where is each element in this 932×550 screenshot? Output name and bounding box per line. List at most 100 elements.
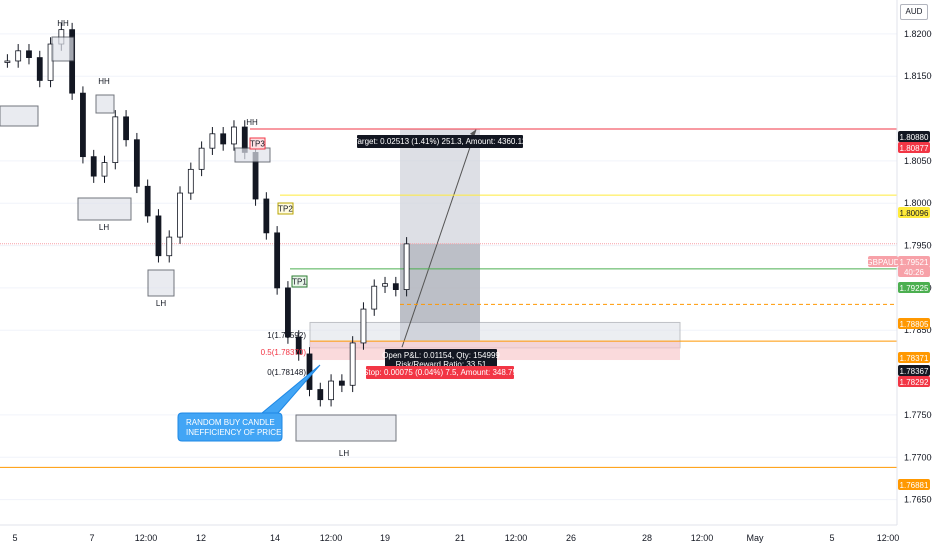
candle-body xyxy=(231,126,237,145)
stop-info-text: Stop: 0.00075 (0.04%) 7.5, Amount: 348.7… xyxy=(363,368,517,377)
price-tick-label: 1.82000 xyxy=(904,29,932,39)
target-badge-label: TP2 xyxy=(278,205,293,214)
time-tick-label: 12:00 xyxy=(691,533,714,543)
candle-body xyxy=(101,162,108,177)
structure-box xyxy=(95,94,115,114)
candle-body xyxy=(295,336,302,355)
structure-label: HH xyxy=(57,19,69,28)
candle-body xyxy=(285,287,291,338)
position-zones xyxy=(309,128,681,361)
fib-level-label: 0.5(1.78370) xyxy=(261,348,307,357)
target-info-box xyxy=(357,135,523,148)
structure-label: HH xyxy=(246,118,258,127)
price-badge-label: 1.80877 xyxy=(900,144,929,153)
candle-body xyxy=(112,116,119,163)
target-badge xyxy=(249,137,266,150)
price-badge xyxy=(898,318,930,329)
candle-body xyxy=(4,60,11,63)
risk-reward-text: Risk/Reward Ratio: 33.51 xyxy=(396,360,487,369)
target-info-text: Target: 0.02513 (1.41%) 251.3, Amount: 4… xyxy=(353,137,527,146)
callout-line-2: INEFFICIENCY OF PRICE xyxy=(186,428,281,437)
price-badge-label: 1.78371 xyxy=(900,354,929,363)
candle-body xyxy=(15,50,22,62)
structure-box xyxy=(147,269,175,297)
candle-body xyxy=(382,283,388,287)
price-badge-label: 1.80096 xyxy=(900,209,929,218)
price-badge xyxy=(868,256,898,267)
candle-body xyxy=(80,92,86,158)
structure-box xyxy=(51,36,75,62)
price-tick-label: 1.77500 xyxy=(904,410,932,420)
time-tick-label: 21 xyxy=(455,533,465,543)
price-candles xyxy=(4,22,410,407)
price-badge xyxy=(898,142,930,153)
candle-body xyxy=(133,139,140,187)
candle-body xyxy=(166,236,173,257)
price-tick-label: 1.80000 xyxy=(904,198,932,208)
price-badge xyxy=(898,365,930,376)
candle-body xyxy=(123,116,129,141)
price-tick-label: 1.78500 xyxy=(904,325,932,335)
time-axis[interactable]: 5 7 12:00 12 14 12:00 19 21 12:00 26 28 12:00 May 5 12… xyxy=(0,524,900,543)
price-tick-label: 1.80500 xyxy=(904,156,932,166)
time-tick-label: 28 xyxy=(642,533,652,543)
candle-body xyxy=(220,133,227,145)
price-badge xyxy=(898,376,930,387)
target-badge-label: TP1 xyxy=(292,278,307,287)
price-badge xyxy=(898,256,930,267)
price-badge-label: 1.76881 xyxy=(900,481,929,490)
time-tick-label: 12:00 xyxy=(320,533,343,543)
candle-body xyxy=(360,308,367,344)
candle-body xyxy=(338,380,345,386)
stop-info-box xyxy=(366,366,514,379)
open-pnl-text: Open P&L: 0.01154, Qty: 154999 xyxy=(382,351,500,360)
candle-body xyxy=(47,43,54,81)
fib-level-label: 0(1.78148) xyxy=(267,368,306,377)
price-tick-label: 1.79500 xyxy=(904,241,932,251)
candle-body xyxy=(26,50,32,58)
candle-body xyxy=(349,342,356,386)
price-axis[interactable]: 1.820001.815001.805001.800001.795001.790… xyxy=(866,0,932,550)
time-tick-label: 12:00 xyxy=(877,533,900,543)
callout-line-1: RANDOM BUY CANDLE xyxy=(186,418,275,427)
price-tick-label: 1.76500 xyxy=(904,495,932,505)
price-badge xyxy=(898,266,930,277)
structure-label: LH xyxy=(156,299,166,308)
price-badge-label: 1.78367 xyxy=(900,367,929,376)
candle-body xyxy=(328,380,334,401)
structure-label: HH xyxy=(98,77,110,86)
currency-badge[interactable]: AUD xyxy=(900,4,928,20)
price-badge-label: 40:26 xyxy=(904,268,925,277)
candle-body xyxy=(198,147,205,170)
fib-level-label: 1(1.78592) xyxy=(267,331,306,340)
candle-body xyxy=(263,198,270,234)
candle-body xyxy=(274,232,281,289)
candle-body xyxy=(90,156,97,177)
price-badge xyxy=(898,282,930,293)
candle-body xyxy=(371,285,378,310)
candle-body xyxy=(209,133,216,149)
price-badge xyxy=(898,479,930,490)
price-badge-label: 1.79521 xyxy=(900,258,929,267)
time-tick-label: 12:00 xyxy=(135,533,158,543)
price-badge xyxy=(898,131,930,142)
candle-body xyxy=(144,185,151,217)
candle-body xyxy=(187,168,194,194)
price-badge-label: 1.80880 xyxy=(900,133,929,142)
structure-box xyxy=(0,105,39,127)
structure-box xyxy=(234,147,271,163)
candle-body xyxy=(392,283,399,290)
time-tick-label: 7 xyxy=(89,533,94,543)
chart-annotations: HH HH LH LH HH LH TP3 TP2 TP1 1(1.78592) 0.5(1.783… xyxy=(57,19,527,458)
candle-body xyxy=(317,389,324,401)
price-badge-label: 1.78292 xyxy=(900,378,929,387)
candle-body xyxy=(36,57,43,81)
structure-label: LH xyxy=(339,449,349,458)
candle-body xyxy=(403,243,410,290)
price-tick-label: 1.81500 xyxy=(904,71,932,81)
time-tick-label: May xyxy=(746,533,764,543)
time-tick-label: 14 xyxy=(270,533,280,543)
time-tick-label: 12:00 xyxy=(505,533,528,543)
target-arrow-head xyxy=(470,129,476,137)
